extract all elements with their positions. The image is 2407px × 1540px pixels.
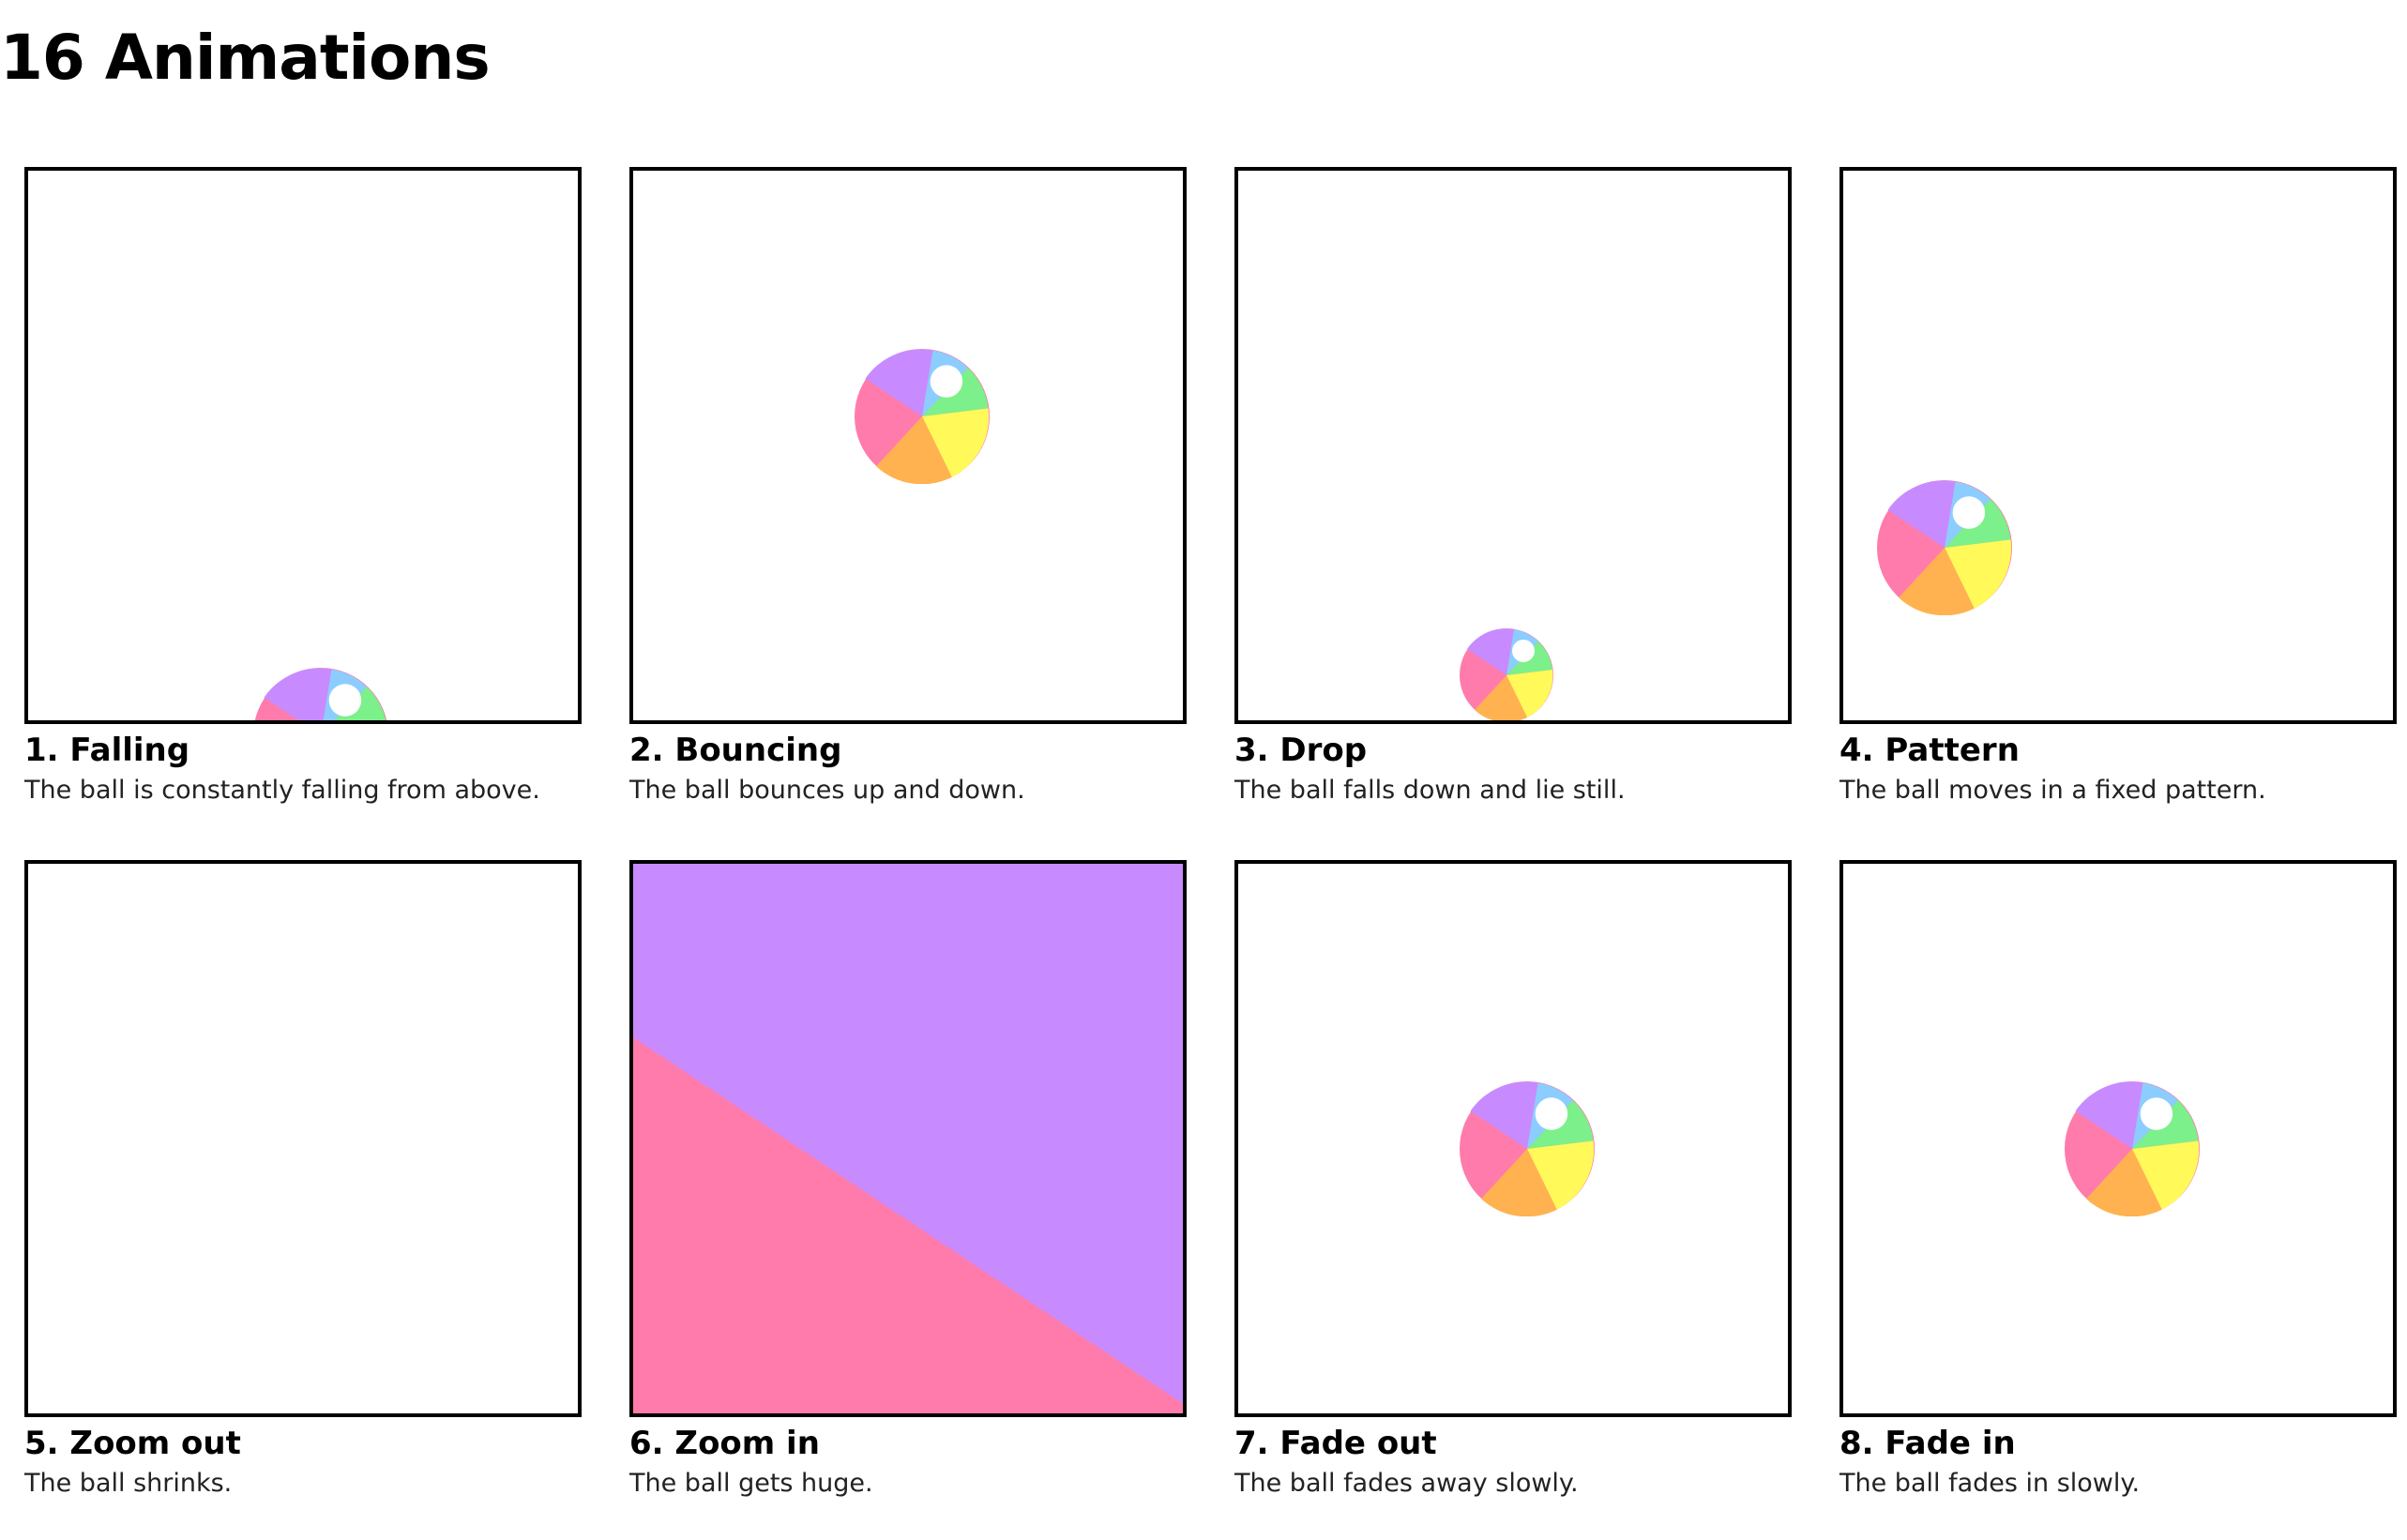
animation-description: The ball is constantly falling from abov… [24,776,540,805]
animation-card-bouncing[interactable]: 2. Bouncing The ball bounces up and down… [629,167,1187,810]
animation-description: The ball fades in slowly. [1839,1469,2141,1498]
animation-title: 6. Zoom in [629,1425,820,1462]
animation-title: 3. Drop [1234,732,1368,769]
beach-ball-icon [2065,1081,2200,1216]
animation-preview-zoom-out[interactable] [24,860,582,1417]
animation-description: The ball fades away slowly. [1234,1469,1579,1498]
animation-description: The ball shrinks. [24,1469,233,1498]
beach-ball-icon [1877,480,2012,615]
beach-ball-icon [254,668,387,720]
animation-preview-fade-out[interactable] [1234,860,1792,1417]
animation-preview-falling[interactable] [24,167,582,724]
animation-title: 7. Fade out [1234,1425,1437,1462]
animation-description: The ball bounces up and down. [629,776,1025,805]
animation-preview-zoom-in[interactable] [629,860,1187,1417]
page-title: 16 Animations [0,22,491,94]
animation-preview-pattern[interactable] [1839,167,2397,724]
animation-description: The ball moves in a fixed pattern. [1839,776,2266,805]
animation-title: 5. Zoom out [24,1425,241,1462]
beach-ball-icon [1460,628,1553,720]
animation-card-fade-out[interactable]: 7. Fade out The ball fades away slowly. [1234,860,1792,1503]
beach-ball-icon [855,349,990,484]
animation-description: The ball gets huge. [629,1469,873,1498]
animation-card-pattern[interactable]: 4. Pattern The ball moves in a fixed pat… [1839,167,2397,810]
animation-card-falling[interactable]: 1. Falling The ball is constantly fallin… [24,167,582,810]
animation-title: 1. Falling [24,732,190,769]
animation-preview-bouncing[interactable] [629,167,1187,724]
animation-card-zoom-out[interactable]: 5. Zoom out The ball shrinks. [24,860,582,1503]
beach-ball-icon [1460,1081,1595,1216]
beach-ball-icon [633,864,1183,1413]
animation-card-drop[interactable]: 3. Drop The ball falls down and lie stil… [1234,167,1792,810]
animation-description: The ball falls down and lie still. [1234,776,1626,805]
animation-title: 8. Fade in [1839,1425,2016,1462]
animation-card-fade-in[interactable]: 8. Fade in The ball fades in slowly. [1839,860,2397,1503]
animation-card-zoom-in[interactable]: 6. Zoom in The ball gets huge. [629,860,1187,1503]
animation-title: 2. Bouncing [629,732,842,769]
animation-preview-fade-in[interactable] [1839,860,2397,1417]
animation-preview-drop[interactable] [1234,167,1792,724]
animation-title: 4. Pattern [1839,732,2020,769]
